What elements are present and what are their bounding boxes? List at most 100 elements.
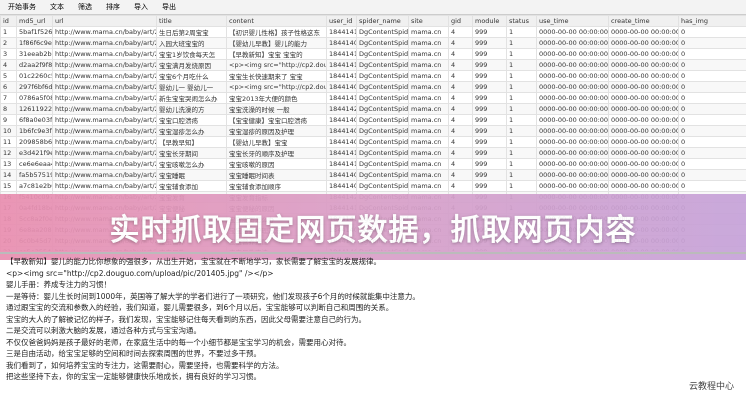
- column-header[interactable]: site: [408, 15, 449, 27]
- table-cell: 宝宝睡眠: [156, 169, 227, 181]
- column-header[interactable]: title: [156, 15, 227, 27]
- table-cell: 宝宝6个月吃什么: [156, 70, 227, 82]
- table-cell: mama.cn: [408, 180, 449, 192]
- table-cell: 1: [506, 48, 537, 60]
- table-cell: 新生宝宝哭闹怎么办: [156, 92, 227, 104]
- table-cell: 婴幼儿洗澡的方: [156, 103, 227, 115]
- toolbar-button[interactable]: 排序: [106, 3, 120, 11]
- table-cell: 4: [0, 59, 17, 71]
- column-header[interactable]: gid: [448, 15, 473, 27]
- table-cell: 18441410: [326, 92, 357, 104]
- table-row[interactable]: 11209858b6d8http://www.mama.cn/baby/art/…: [0, 136, 746, 148]
- table-cell: 0: [678, 92, 746, 104]
- table-row[interactable]: 96f8a0e03f89http://www.mama.cn/baby/art/…: [0, 114, 746, 126]
- table-cell: 3: [0, 48, 17, 60]
- text-line: <p><img src="http://cp2.douguo.com/uploa…: [6, 268, 274, 278]
- column-header[interactable]: md5_url: [16, 15, 53, 27]
- table-cell: 4: [448, 59, 473, 71]
- table-row[interactable]: 101b6fc9e3fe2http://www.mama.cn/baby/art…: [0, 125, 746, 137]
- table-cell: 0000-00-00 00:00:00: [608, 59, 679, 71]
- table-cell: 18441415: [326, 158, 357, 170]
- table-row[interactable]: 14fa5b575191http://www.mama.cn/baby/art/…: [0, 169, 746, 181]
- table-cell: 0000-00-00 00:00:00: [608, 70, 679, 82]
- table-row[interactable]: 15a7c81e2b0dhttp://www.mama.cn/baby/art/…: [0, 180, 746, 192]
- table-cell: http://www.mama.cn/baby/art/20140505: [52, 169, 157, 181]
- table-cell: 18441419: [326, 147, 357, 159]
- table-cell: 999: [472, 114, 507, 126]
- column-header[interactable]: url: [52, 15, 157, 27]
- table-cell: 4: [448, 92, 473, 104]
- table-cell: 999: [472, 147, 507, 159]
- column-header[interactable]: has_img: [678, 15, 746, 27]
- table-row[interactable]: 21f86f6c9e9bdhttp://www.mama.cn/baby/art…: [0, 37, 746, 49]
- column-header[interactable]: create_time: [608, 15, 679, 27]
- column-header[interactable]: spider_name: [356, 15, 409, 27]
- table-cell: 0000-00-00 00:00:00: [536, 59, 609, 71]
- table-cell: http://www.mama.cn/baby/art/20140507: [52, 136, 157, 148]
- toolbar-button[interactable]: 文本: [50, 3, 64, 11]
- table-cell: 6f8a0e03f89: [16, 114, 53, 126]
- table-cell: 999: [472, 92, 507, 104]
- table-cell: 宝宝口腔溃疡: [156, 114, 227, 126]
- table-row[interactable]: 331eeab2b81edhttp://www.mama.cn/baby/art…: [0, 48, 746, 60]
- table-row[interactable]: 12e3d421f9eehttp://www.mama.cn/baby/art/…: [0, 147, 746, 159]
- table-cell: DgContentSpider: [356, 70, 409, 82]
- table-cell: 4: [448, 114, 473, 126]
- text-line: 通过跟宝宝的交流和参数入的经验，我们知道，婴儿需要很多，到6个月以后，宝宝能够可…: [6, 303, 394, 312]
- table-cell: 1: [506, 136, 537, 148]
- table-row[interactable]: 70786a5f08f21http://www.mama.cn/baby/art…: [0, 92, 746, 104]
- text-editor[interactable]: 【早教新知】婴儿的能力比你想象的强很多，从出生开始，宝宝就在不断地学习，家长需要…: [0, 252, 746, 400]
- table-cell: 0: [678, 147, 746, 159]
- table-cell: 1: [506, 37, 537, 49]
- table-cell: 1: [506, 92, 537, 104]
- column-header[interactable]: module: [472, 15, 507, 27]
- table-row[interactable]: 4d2aa2f9f87ehttp://www.mama.cn/baby/art/…: [0, 59, 746, 71]
- table-cell: http://www.mama.cn/baby/art/20140505: [52, 158, 157, 170]
- column-header[interactable]: use_time: [536, 15, 609, 27]
- table-row[interactable]: 81261192244dhttp://www.mama.cn/baby/art/…: [0, 103, 746, 115]
- table-cell: http://www.mama.cn/baby/art/20140507: [52, 125, 157, 137]
- table-cell: http://www.mama.cn/baby/art/20140508: [52, 103, 157, 115]
- table-cell: 0000-00-00 00:00:00: [608, 136, 679, 148]
- table-cell: 18441405: [326, 37, 357, 49]
- table-row[interactable]: 13ce6e6eaa4fhttp://www.mama.cn/baby/art/…: [0, 158, 746, 170]
- table-cell: 0000-00-00 00:00:00: [536, 48, 609, 60]
- table-cell: 18441417: [326, 48, 357, 60]
- table-cell: 0: [678, 59, 746, 71]
- column-header[interactable]: id: [0, 15, 17, 27]
- table-cell: 6: [0, 81, 17, 93]
- toolbar-button[interactable]: 导入: [134, 3, 148, 11]
- table-cell: 宝宝1岁饮食每天怎: [156, 48, 227, 60]
- table-cell: 0786a5f08f21: [16, 92, 53, 104]
- table-cell: 2: [0, 37, 17, 49]
- table-cell: 18441402: [326, 180, 357, 192]
- table-cell: 999: [472, 158, 507, 170]
- table-cell: 4: [448, 48, 473, 60]
- table-cell: 0000-00-00 00:00:00: [536, 125, 609, 137]
- table-cell: 0: [678, 169, 746, 181]
- table-cell: 1: [506, 81, 537, 93]
- table-cell: 1: [506, 114, 537, 126]
- table-cell: http://www.mama.cn/baby/art/20140520: [52, 48, 157, 60]
- table-cell: DgContentSpider: [356, 37, 409, 49]
- table-cell: e3d421f9ee: [16, 147, 53, 159]
- table-cell: 0000-00-00 00:00:00: [536, 26, 609, 38]
- table-cell: 15: [0, 180, 17, 192]
- table-cell: mama.cn: [408, 26, 449, 38]
- toolbar-button[interactable]: 筛选: [78, 3, 92, 11]
- table-row[interactable]: 15baf1f52659bhttp://www.mama.cn/baby/art…: [0, 26, 746, 38]
- column-header[interactable]: user_id: [326, 15, 357, 27]
- toolbar-button[interactable]: 导出: [162, 3, 176, 11]
- table-cell: 4: [448, 81, 473, 93]
- toolbar-button[interactable]: 开始事务: [8, 3, 36, 11]
- table-cell: 0: [678, 48, 746, 60]
- table-row[interactable]: 6297f6bf6d4fhttp://www.mama.cn/baby/art/…: [0, 81, 746, 93]
- text-line: 我们看到了，如何培养宝宝的专注力，这需要耐心，需要坚持，也需要科学的方法。: [6, 360, 284, 370]
- table-cell: 18441422: [326, 103, 357, 115]
- table-cell: 999: [472, 48, 507, 60]
- column-header[interactable]: status: [506, 15, 537, 27]
- column-header[interactable]: content: [226, 15, 327, 27]
- table-cell: 4: [448, 158, 473, 170]
- table-row[interactable]: 501c2260c5e2http://www.mama.cn/baby/art/…: [0, 70, 746, 82]
